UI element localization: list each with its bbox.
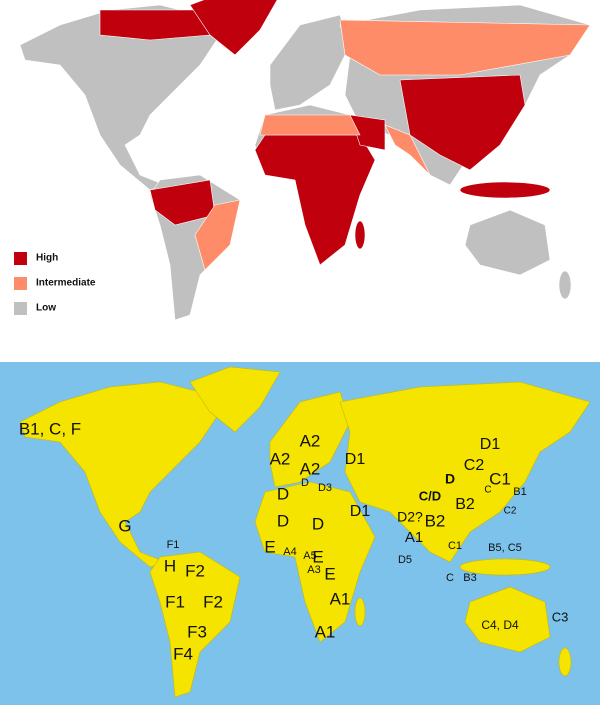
genotype-label: B5, C5 — [488, 542, 522, 554]
genotype-label: F2 — [203, 592, 223, 611]
genotype-label: C1 — [448, 540, 462, 552]
genotype-label: C2 — [464, 457, 485, 474]
genotype-label: A1 — [330, 589, 351, 608]
genotype-label: H — [164, 556, 176, 575]
genotype-label: C4, D4 — [481, 618, 519, 632]
genotype-label: B2 — [455, 496, 475, 513]
genotype-label: D — [301, 477, 309, 489]
genotype-label: A2 — [270, 449, 291, 468]
legend-label: High — [36, 253, 58, 264]
genotype-label: E — [312, 547, 323, 566]
genotype-label: C2 — [504, 506, 517, 517]
genotype-label: D — [312, 514, 324, 533]
genotype-label: F2 — [185, 561, 205, 580]
legend-label: Low — [36, 303, 56, 314]
legend: High Intermediate Low — [14, 252, 96, 315]
genotype-label: D — [277, 511, 289, 530]
genotype-label: E — [264, 537, 275, 556]
genotype-label: E — [324, 564, 335, 583]
genotype-label: C — [446, 572, 454, 584]
genotype-label: A3 — [307, 564, 320, 576]
genotype-label: D1 — [480, 436, 501, 453]
genotype-label: G — [118, 516, 131, 535]
prevalence-map — [19, 0, 591, 321]
genotype-label: D5 — [398, 554, 412, 566]
genotype-label: D1 — [350, 503, 371, 520]
legend-swatch — [14, 277, 27, 290]
legend-swatch — [14, 252, 27, 265]
genotype-label: B2 — [425, 511, 446, 530]
genotype-label: D3 — [318, 482, 332, 494]
genotype-label: C1 — [489, 469, 511, 488]
genotype-label: A5 — [303, 550, 316, 562]
genotype-label: C — [484, 485, 491, 496]
genotype-label: A4 — [283, 546, 296, 558]
genotype-label: D1 — [345, 451, 366, 468]
genotype-label: B1 — [513, 486, 526, 498]
genotype-label: F1 — [167, 539, 180, 551]
legend-swatch — [14, 302, 27, 315]
genotype-label: F4 — [173, 644, 193, 663]
genotype-label: A1 — [405, 529, 423, 546]
genotype-label: C/D — [419, 488, 441, 503]
genotype-label: A1 — [315, 622, 336, 641]
genotype-label: A2 — [300, 459, 321, 478]
genotype-label: D — [445, 471, 455, 487]
genotype-label: D — [277, 484, 289, 503]
genotype-label: B1, C, F — [19, 419, 81, 438]
genotype-label: D2? — [397, 509, 423, 525]
genotype-label: A2 — [300, 431, 321, 450]
genotype-label: F1 — [165, 592, 185, 611]
legend-label: Intermediate — [36, 278, 96, 289]
genotype-label: F3 — [187, 622, 207, 641]
genotype-label: C3 — [552, 609, 569, 624]
genotype-label: B3 — [463, 572, 476, 584]
